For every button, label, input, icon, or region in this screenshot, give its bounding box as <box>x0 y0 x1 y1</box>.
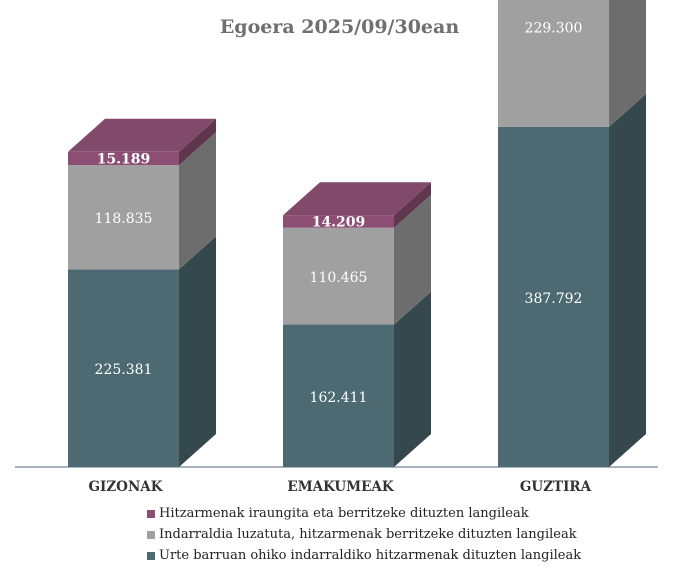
legend-label: Hitzarmenak iraungita eta berritzeke dit… <box>159 506 529 521</box>
category-label-guztira: GUZTIRA <box>520 479 592 495</box>
bar-gizonak-2-side <box>179 132 216 270</box>
chart-title: Egoera 2025/09/30ean <box>219 16 460 38</box>
data-label-emakumeak-3: 14.209 <box>312 214 366 230</box>
bar-guztira-1-front <box>498 126 609 467</box>
bar-guztira-1-side <box>609 93 646 467</box>
bar-emakumeak-2-side <box>394 194 431 325</box>
bar-gizonak-2-front <box>68 165 179 270</box>
category-label-gizonak: GIZONAK <box>88 479 163 495</box>
category-label-emakumeak: EMAKUMEAK <box>287 479 394 495</box>
data-label-gizonak-2: 118.835 <box>95 211 153 227</box>
bar-emakumeak-3-front <box>283 215 394 228</box>
legend-swatch <box>147 530 155 539</box>
bar-emakumeak-1-side <box>394 291 431 467</box>
legend-label: Indarraldia luzatuta, hitzarmenak berrit… <box>159 527 577 542</box>
data-label-guztira-1: 387.792 <box>525 291 583 307</box>
legend-item: Indarraldia luzatuta, hitzarmenak berrit… <box>147 524 581 545</box>
legend-swatch <box>147 509 155 518</box>
bar-emakumeak-3-top <box>283 182 431 216</box>
data-label-emakumeak-2: 110.465 <box>310 270 368 286</box>
bar-emakumeak-3-side <box>394 182 431 228</box>
data-label-guztira-2: 229.300 <box>525 20 583 36</box>
bar-gizonak-3-top <box>68 118 216 152</box>
bar-gizonak-1-side <box>179 236 216 467</box>
bar-gizonak-3-front <box>68 151 179 166</box>
legend-swatch <box>147 551 155 560</box>
bar-gizonak-1-front <box>68 269 179 467</box>
bar-emakumeak-1-front <box>283 324 394 467</box>
legend-item: Urte barruan ohiko indarraldiko hitzarme… <box>147 545 581 566</box>
bar-gizonak-3-side <box>179 118 216 166</box>
legend-item: Hitzarmenak iraungita eta berritzeke dit… <box>147 503 581 524</box>
data-label-emakumeak-1: 162.411 <box>310 390 368 406</box>
legend: Hitzarmenak iraungita eta berritzeke dit… <box>147 503 581 566</box>
legend-label: Urte barruan ohiko indarraldiko hitzarme… <box>159 548 582 563</box>
bar-emakumeak-2-front <box>283 227 394 325</box>
data-label-gizonak-3: 15.189 <box>97 151 151 167</box>
data-label-gizonak-1: 225.381 <box>95 362 153 378</box>
bar-guztira-2-side <box>609 0 646 127</box>
bar-guztira-2-front <box>498 0 609 127</box>
